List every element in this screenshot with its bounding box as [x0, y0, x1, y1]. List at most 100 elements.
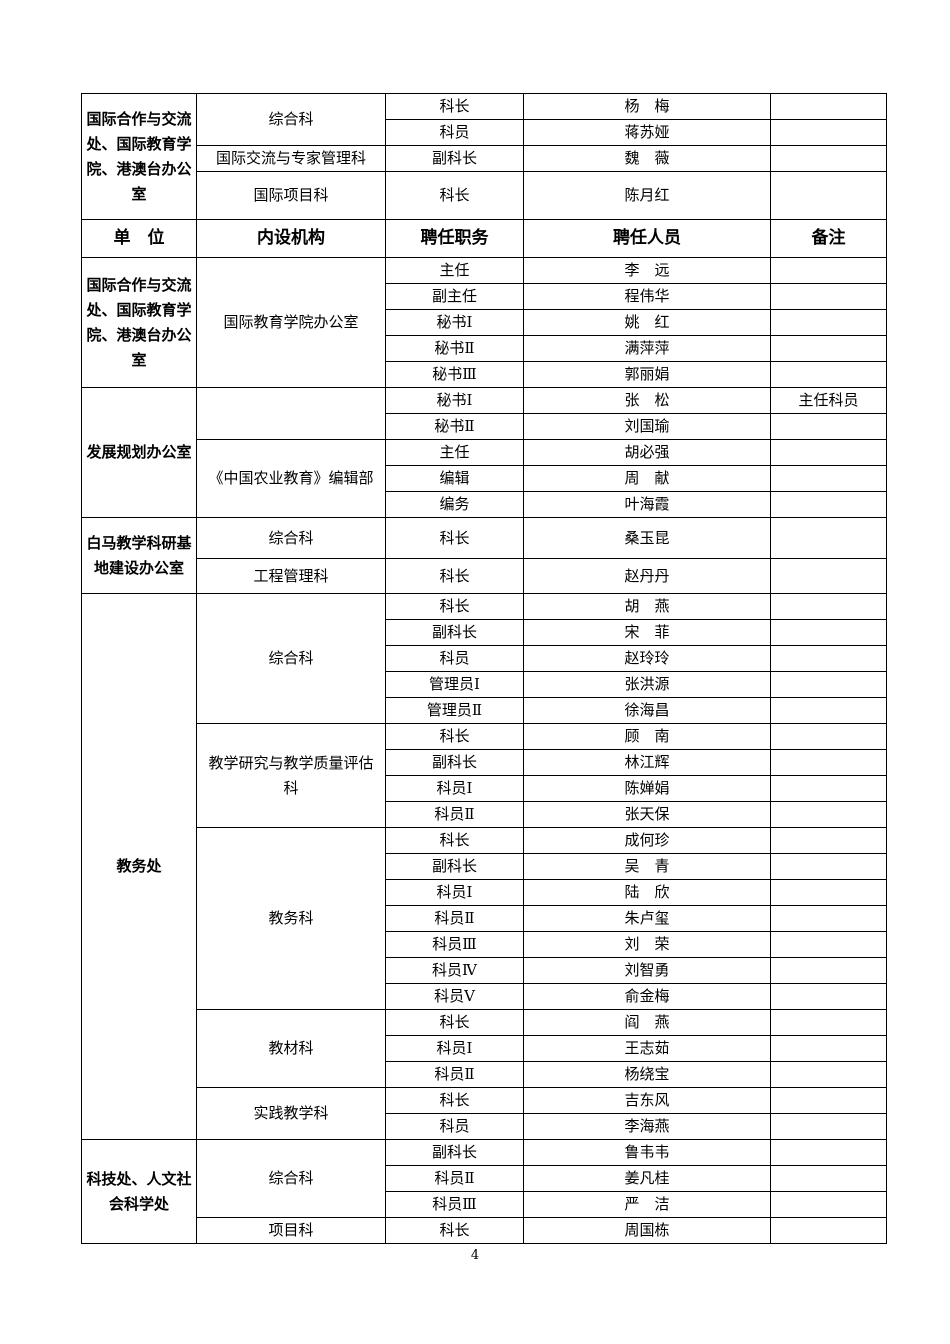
section-cell: 项目科 [196, 1217, 386, 1244]
position-cell: 秘书Ⅱ [385, 413, 524, 440]
unit-cell: 白马教学科研基地建设办公室 [81, 517, 197, 594]
person-cell: 姜凡桂 [523, 1165, 771, 1192]
header-unit: 单 位 [81, 219, 197, 258]
page-number: 4 [470, 1248, 480, 1263]
staff-appointment-table: 国际合作与交流处、国际教育学院、港澳台办公室 综合科 科长杨 梅科员 蒋苏娅 国际交流与… [81, 93, 887, 1244]
note-cell [770, 593, 887, 620]
person-cell: 成何珍 [523, 827, 771, 854]
person-cell: 陈婵娟 [523, 775, 771, 802]
note-cell [770, 145, 887, 172]
person-cell: 刘国瑜 [523, 413, 771, 440]
note-cell [770, 1035, 887, 1062]
note-cell [770, 905, 887, 932]
note-cell [770, 723, 887, 750]
position-cell: 科员Ⅱ [385, 905, 524, 932]
table-row: 科员Ⅴ 俞金梅 [82, 983, 887, 1010]
position-cell: 副科长 [385, 1139, 524, 1166]
table-row: 国际交流与专家管理科 副科长魏 薇 [82, 145, 887, 172]
note-cell [770, 558, 887, 594]
section-cell: 综合科 [196, 1139, 386, 1218]
position-cell: 科长 [385, 517, 524, 559]
person-cell: 刘智勇 [523, 957, 771, 984]
table-row: 副主任 程伟华 [82, 283, 887, 310]
note-cell [770, 775, 887, 802]
table-row: 教务处 综合科 科长胡 燕 [81, 593, 887, 1140]
person-cell: 刘 荣 [523, 931, 771, 958]
position-cell: 科长 [385, 558, 524, 594]
position-cell: 科长 [385, 1087, 524, 1114]
note-cell: 主任科员 [770, 387, 887, 414]
table-row: 国际合作与交流处、国际教育学院、港澳台办公室 综合科 科长杨 梅 [81, 93, 887, 220]
person-cell: 周国栋 [523, 1217, 771, 1244]
table-row: 白马教学科研基地建设办公室 综合科 科长 桑玉昆 [81, 517, 887, 594]
person-cell: 张天保 [523, 801, 771, 828]
note-cell [770, 801, 887, 828]
person-cell: 陆 欣 [523, 879, 771, 906]
note-cell [770, 1139, 887, 1166]
section-cell: 综合科 [196, 593, 386, 724]
table-row: 科员 李海燕 [82, 1113, 887, 1140]
unit-cell: 发展规划办公室 [81, 387, 197, 518]
note-cell [770, 697, 887, 724]
section-cell: 教学研究与教学质量评估科 [196, 723, 386, 828]
note-cell [770, 93, 887, 120]
person-cell: 胡必强 [523, 439, 771, 466]
table-row: 项目科 科长 周国栋 [82, 1217, 887, 1244]
note-cell [770, 879, 887, 906]
table-row: 科员Ⅰ 陆 欣 [82, 879, 887, 906]
note-cell [770, 619, 887, 646]
person-cell: 张 松 [523, 387, 771, 414]
person-cell: 姚 红 [523, 309, 771, 336]
note-cell [770, 671, 887, 698]
note-cell [770, 957, 887, 984]
position-cell: 副科长 [385, 853, 524, 880]
table-row: 发展规划办公室 秘书Ⅰ 张 松主任科员 [81, 387, 887, 518]
header-note: 备注 [770, 219, 887, 258]
table-row: 科员Ⅱ 朱卢玺 [82, 905, 887, 932]
unit-cell: 国际合作与交流处、国际教育学院、港澳台办公室 [81, 93, 197, 220]
person-cell: 阎 燕 [523, 1009, 771, 1036]
position-cell: 科长 [385, 593, 524, 620]
table-row: 工程管理科 科长 赵丹丹 [82, 558, 887, 594]
table-row: 编务 叶海霞 [82, 491, 887, 518]
person-cell: 李海燕 [523, 1113, 771, 1140]
note-cell [770, 361, 887, 388]
position-cell: 编辑 [385, 465, 524, 492]
table-row: 科员Ⅲ 严 洁 [82, 1191, 887, 1218]
person-cell: 朱卢玺 [523, 905, 771, 932]
note-cell [770, 171, 887, 220]
person-cell: 林江辉 [523, 749, 771, 776]
note-cell [770, 465, 887, 492]
note-cell [770, 1113, 887, 1140]
position-cell: 管理员Ⅰ [385, 671, 524, 698]
note-cell [770, 1087, 887, 1114]
position-cell: 副科长 [385, 619, 524, 646]
section-cell: 国际教育学院办公室 [196, 257, 386, 388]
person-cell: 鲁韦韦 [523, 1139, 771, 1166]
section-cell: 教务科 [196, 827, 386, 1010]
position-cell: 副主任 [385, 283, 524, 310]
table-row: 国际合作与交流处、国际教育学院、港澳台办公室 国际教育学院办公室 主任李 远 [81, 257, 887, 388]
person-cell: 顾 南 [523, 723, 771, 750]
note-cell [770, 983, 887, 1010]
position-cell: 科员Ⅲ [385, 931, 524, 958]
person-cell: 程伟华 [523, 283, 771, 310]
position-cell: 主任 [385, 439, 524, 466]
position-cell: 科员 [385, 1113, 524, 1140]
table-row: 科员Ⅱ 杨绕宝 [82, 1061, 887, 1088]
person-cell: 赵丹丹 [523, 558, 771, 594]
section-cell [196, 387, 386, 440]
section-cell: 实践教学科 [196, 1087, 386, 1140]
table-row: 科员Ⅲ 刘 荣 [82, 931, 887, 958]
position-cell: 科员Ⅴ [385, 983, 524, 1010]
position-cell: 科员Ⅳ [385, 957, 524, 984]
position-cell: 秘书Ⅱ [385, 335, 524, 362]
position-cell: 科员Ⅱ [385, 1061, 524, 1088]
table-row: 实践教学科 科长 吉东风 [82, 1087, 887, 1140]
note-cell [770, 119, 887, 146]
position-cell: 秘书Ⅰ [385, 387, 524, 414]
table-row: 管理员Ⅰ 张洪源 [82, 671, 887, 698]
person-cell: 吉东风 [523, 1087, 771, 1114]
note-cell [770, 439, 887, 466]
note-cell [770, 1061, 887, 1088]
